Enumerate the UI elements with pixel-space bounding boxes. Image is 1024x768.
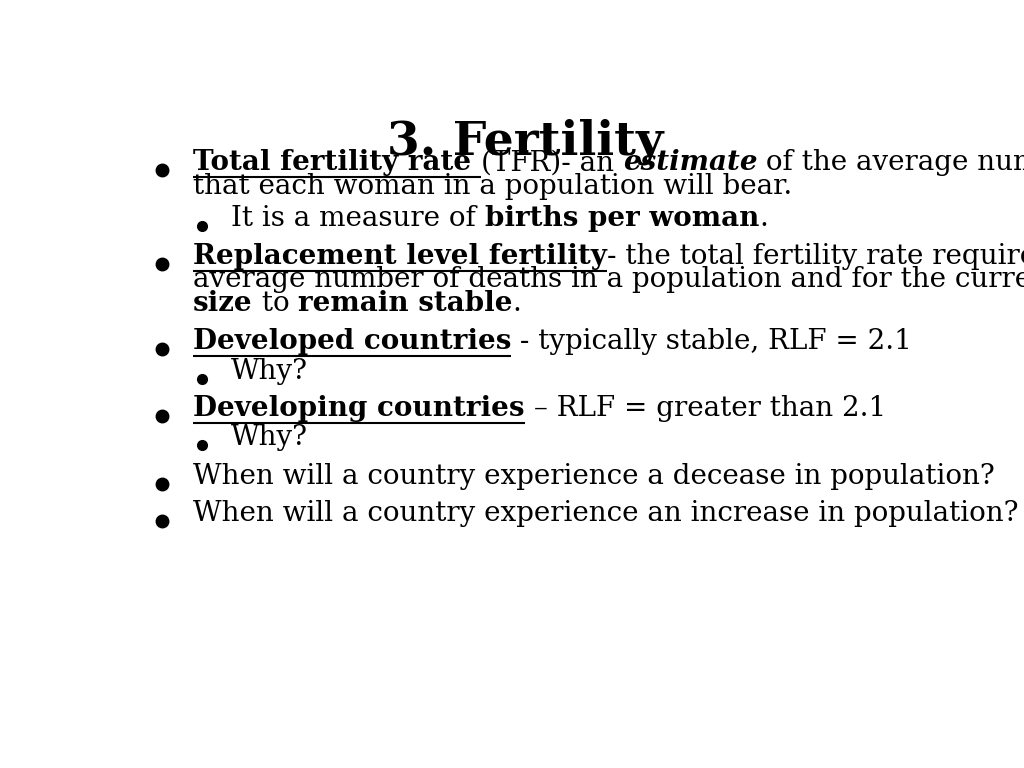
Text: estimate: estimate bbox=[623, 149, 757, 176]
Text: of the average number of children: of the average number of children bbox=[757, 149, 1024, 176]
Text: average number of deaths in a population and for the current: average number of deaths in a population… bbox=[194, 266, 1024, 293]
Text: When will a country experience an increase in population?: When will a country experience an increa… bbox=[194, 500, 1019, 527]
Text: size: size bbox=[194, 290, 253, 317]
Text: births per woman: births per woman bbox=[485, 205, 759, 233]
Text: – RLF = greater than 2.1: – RLF = greater than 2.1 bbox=[524, 395, 886, 422]
Text: - typically stable, RLF = 2.1: - typically stable, RLF = 2.1 bbox=[511, 329, 912, 356]
Text: Developing countries: Developing countries bbox=[194, 395, 524, 422]
Text: remain stable: remain stable bbox=[298, 290, 513, 317]
Text: Total fertility rate: Total fertility rate bbox=[194, 149, 481, 176]
Text: Replacement level fertility: Replacement level fertility bbox=[194, 243, 607, 270]
Text: 3. Fertility: 3. Fertility bbox=[387, 119, 663, 165]
Text: When will a country experience a decease in population?: When will a country experience a decease… bbox=[194, 462, 995, 490]
Text: .: . bbox=[759, 205, 768, 233]
Text: Developed countries: Developed countries bbox=[194, 329, 511, 356]
Text: Why?: Why? bbox=[231, 424, 308, 452]
Text: to: to bbox=[253, 290, 298, 317]
Text: It is a measure of: It is a measure of bbox=[231, 205, 485, 233]
Text: Why?: Why? bbox=[231, 358, 308, 385]
Text: that each woman in a population will bear.: that each woman in a population will bea… bbox=[194, 173, 793, 200]
Text: .: . bbox=[513, 290, 521, 317]
Text: (TFR)- an: (TFR)- an bbox=[481, 149, 623, 176]
Text: - the total fertility rate required to: - the total fertility rate required to bbox=[607, 243, 1024, 270]
